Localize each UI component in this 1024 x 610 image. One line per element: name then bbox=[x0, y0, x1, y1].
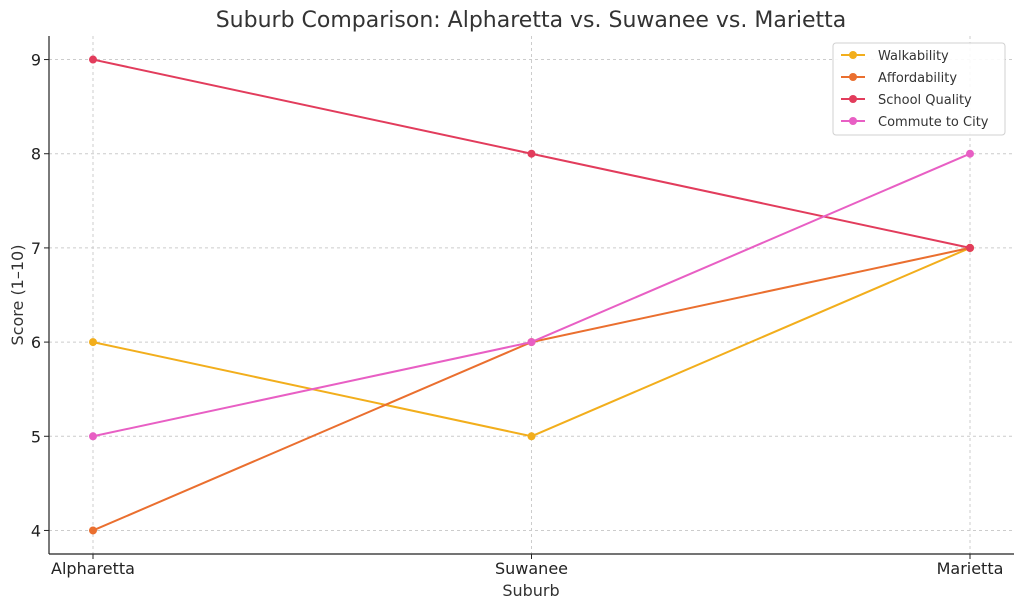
x-axis-label: Suburb bbox=[502, 581, 559, 600]
legend-item: Affordability bbox=[841, 71, 957, 86]
data-point bbox=[527, 338, 536, 347]
y-tick-label: 8 bbox=[31, 145, 41, 164]
y-axis-label: Score (1–10) bbox=[8, 245, 27, 346]
data-point bbox=[89, 55, 97, 64]
legend-box bbox=[832, 42, 1006, 136]
legend-marker bbox=[849, 51, 857, 59]
legend-item: Commute to City bbox=[841, 115, 989, 130]
y-tick-label: 6 bbox=[31, 333, 41, 352]
x-tick-label: Marietta bbox=[937, 559, 1004, 578]
data-point bbox=[527, 432, 536, 441]
x-tick-label: Suwanee bbox=[495, 559, 568, 578]
legend-label: Commute to City bbox=[878, 115, 989, 130]
ticks: 4 5 6 7 8 9 Alpharetta Suwanee Marietta bbox=[31, 51, 1004, 578]
legend: Walkability Affordability School Quality Co… bbox=[832, 42, 1006, 136]
legend-label: Affordability bbox=[878, 71, 957, 86]
legend-label: Walkability bbox=[878, 49, 949, 64]
legend-item: Walkability bbox=[841, 49, 949, 64]
y-tick-label: 5 bbox=[31, 427, 41, 446]
legend-label: School Quality bbox=[878, 93, 972, 108]
data-point bbox=[89, 526, 97, 535]
data-point bbox=[527, 149, 536, 158]
legend-marker bbox=[849, 95, 857, 103]
y-tick-label: 9 bbox=[31, 51, 41, 70]
data-point bbox=[966, 149, 974, 158]
legend-item: School Quality bbox=[841, 93, 972, 108]
y-tick-label: 4 bbox=[31, 521, 41, 540]
series-commute-to-city bbox=[89, 149, 974, 441]
series-lines bbox=[89, 55, 974, 535]
legend-marker bbox=[849, 73, 857, 81]
data-point bbox=[966, 243, 974, 252]
data-point bbox=[89, 338, 97, 347]
y-tick-label: 7 bbox=[31, 239, 41, 258]
x-tick-label: Alpharetta bbox=[51, 559, 135, 578]
series-affordability bbox=[89, 243, 974, 535]
chart-title: Suburb Comparison: Alpharetta vs. Suwane… bbox=[216, 8, 847, 33]
data-point bbox=[89, 432, 97, 441]
legend-marker bbox=[849, 117, 857, 125]
